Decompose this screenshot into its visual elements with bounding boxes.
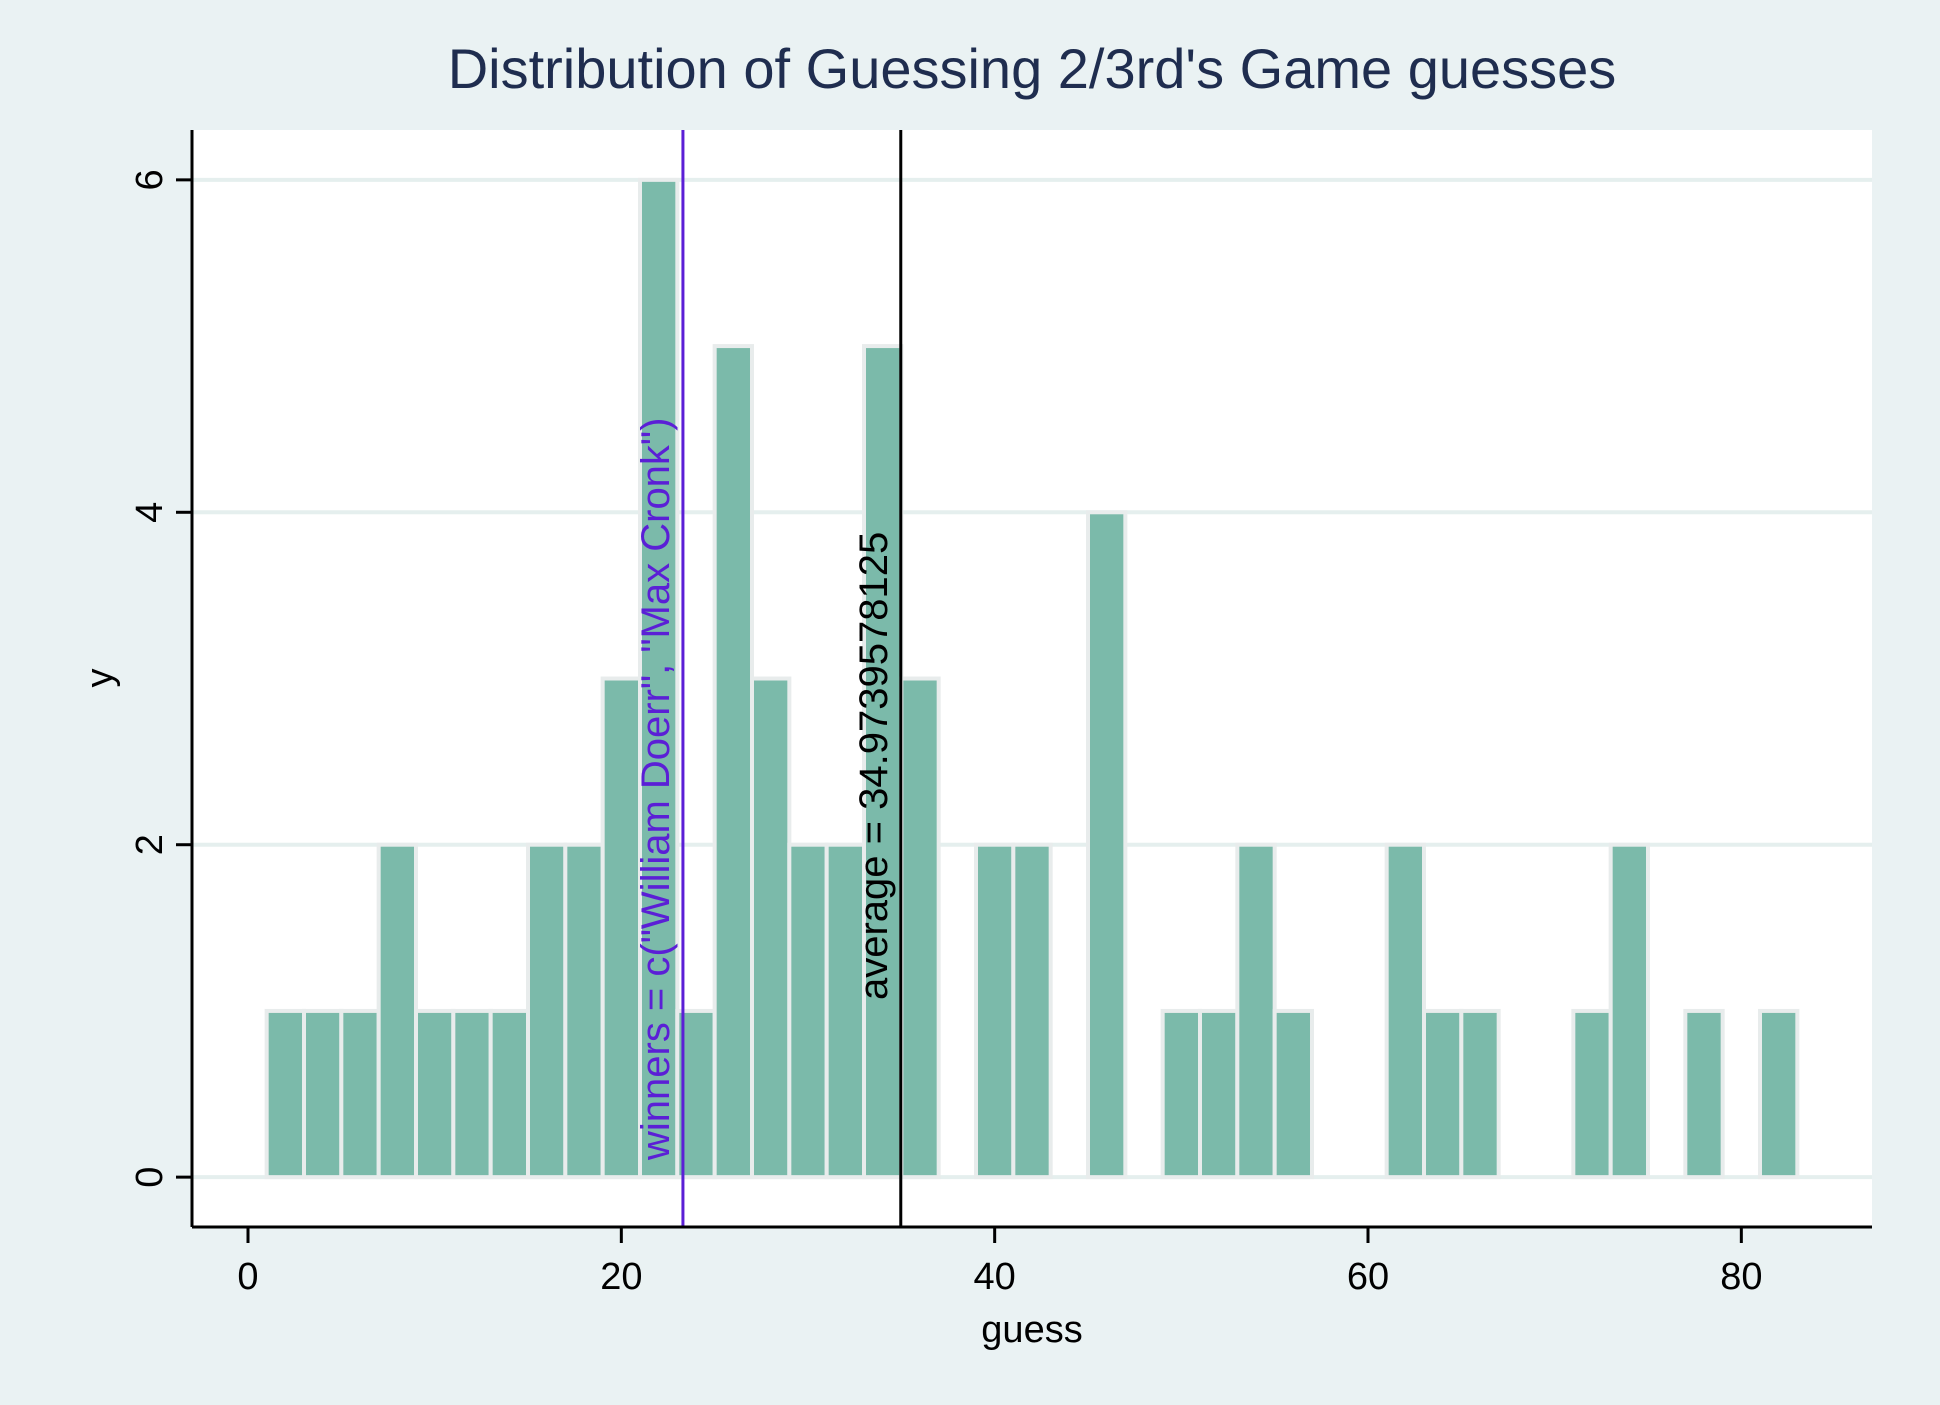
histogram-bar	[1384, 842, 1426, 1180]
histogram-bar	[974, 842, 1016, 1180]
histogram-bar	[1011, 842, 1053, 1180]
histogram-bar	[1198, 1008, 1240, 1180]
histogram-bar	[1683, 1008, 1725, 1180]
histogram-bar	[1160, 1008, 1202, 1180]
histogram-bar	[1608, 842, 1650, 1180]
x-tick-label: 80	[1720, 1256, 1762, 1298]
histogram-bar	[1571, 1008, 1613, 1180]
histogram-bar	[1758, 1008, 1800, 1180]
histogram-bar	[1235, 842, 1277, 1180]
y-tick-label: 0	[129, 1167, 171, 1188]
histogram-bar	[526, 842, 568, 1180]
histogram-bar	[750, 676, 792, 1180]
histogram-bar	[712, 344, 755, 1180]
y-tick-label: 2	[129, 834, 171, 855]
histogram-bar	[1272, 1008, 1314, 1180]
x-tick-label: 60	[1347, 1256, 1389, 1298]
histogram-bar	[1422, 1008, 1464, 1180]
histogram-bar	[1459, 1008, 1501, 1180]
x-tick-label: 20	[600, 1256, 642, 1298]
axes: 0 20 40 60 80 0 2 4 6	[129, 130, 1872, 1298]
histogram-bars	[264, 177, 1800, 1180]
histogram-bar	[638, 177, 680, 1180]
histogram-bar	[451, 1008, 493, 1180]
histogram-bar	[899, 676, 941, 1180]
x-axis-label: guess	[981, 1309, 1082, 1351]
histogram-bar	[862, 344, 904, 1180]
histogram-bar	[339, 1008, 381, 1180]
reference-lines: winners = c("William Doerr", "Max Cronk"…	[634, 130, 903, 1227]
y-tick-label: 4	[129, 502, 171, 523]
winners-label: winners = c("William Doerr", "Max Cronk"…	[634, 418, 678, 1161]
histogram-bar	[302, 1008, 344, 1180]
average-label: average = 34.9739578125	[852, 532, 896, 1000]
histogram-bar	[488, 1008, 530, 1180]
histogram-bar	[563, 842, 605, 1180]
chart-title: Distribution of Guessing 2/3rd's Game gu…	[448, 37, 1617, 100]
histogram-bar	[376, 842, 418, 1180]
histogram-bar	[787, 842, 829, 1180]
histogram-bar	[1086, 510, 1128, 1180]
x-tick-label: 40	[974, 1256, 1016, 1298]
y-axis-label: y	[79, 669, 121, 688]
x-tick-label: 0	[237, 1256, 258, 1298]
histogram-bar	[414, 1008, 456, 1180]
histogram-bar	[824, 842, 867, 1180]
histogram-bar	[264, 1008, 306, 1180]
y-tick-label: 6	[129, 169, 171, 190]
